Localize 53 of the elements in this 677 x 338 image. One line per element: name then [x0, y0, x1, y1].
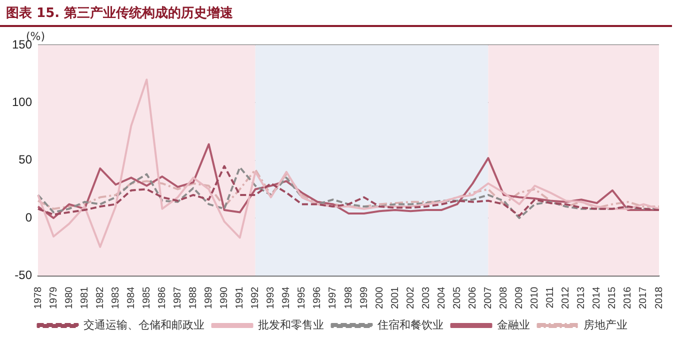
x-tick-label: 1984	[126, 286, 137, 310]
y-tick-label: 150	[12, 37, 32, 52]
x-tick-label: 2010	[530, 286, 541, 310]
y-tick-label: -50	[14, 268, 32, 282]
x-tick-label: 1979	[48, 286, 60, 310]
x-tick-label: 2016	[622, 286, 634, 310]
x-tick-label: 1995	[296, 286, 308, 310]
x-tick-label: 2013	[576, 286, 588, 310]
y-tick-label: 0	[25, 210, 32, 224]
x-tick-label: 2001	[390, 286, 401, 310]
x-tick-label: 1991	[234, 286, 246, 310]
x-tick-label: 2009	[514, 286, 526, 310]
legend-label: 住宿和餐饮业	[377, 318, 444, 332]
x-tick-label: 2007	[482, 286, 494, 310]
x-tick-label: 1987	[172, 286, 184, 310]
x-tick-label: 2017	[638, 286, 650, 310]
y-tick-label: 100	[12, 95, 32, 109]
x-tick-label: 2014	[592, 286, 603, 310]
y-tick-label: 50	[18, 152, 32, 167]
x-tick-label: 1980	[64, 286, 75, 310]
x-tick-label: 2011	[545, 286, 556, 308]
x-tick-label: 1989	[204, 286, 215, 310]
line-series	[37, 168, 660, 210]
x-tick-label: 1993	[266, 286, 277, 310]
x-tick-label: 1981	[79, 286, 90, 310]
x-tick-label: 1999	[358, 286, 370, 310]
legend-label: 批发和零售业	[258, 318, 324, 332]
x-tick-label: 1998	[343, 286, 354, 310]
x-tick-label: 2006	[467, 286, 478, 310]
x-tick-label: 2000	[374, 286, 386, 310]
x-tick-label: 1997	[328, 286, 339, 310]
x-tick-label: 2004	[436, 286, 448, 310]
x-tick-label: 2018	[654, 286, 665, 310]
x-tick-label: 1986	[156, 286, 168, 310]
x-tick-label: 2003	[420, 286, 432, 310]
x-tick-label: 2005	[452, 286, 463, 310]
legend-label: 房地产业	[583, 318, 628, 332]
x-tick-label: 1996	[312, 286, 324, 310]
x-tick-label: 1990	[219, 286, 230, 310]
x-tick-label: 2012	[560, 286, 572, 310]
x-tick-label: 1988	[188, 286, 200, 310]
x-tick-label: 1983	[110, 286, 122, 310]
x-tick-label: 1994	[281, 286, 292, 310]
x-tick-label: 2002	[405, 286, 416, 310]
x-tick-label: 1985	[141, 286, 152, 310]
legend-label: 金融业	[496, 318, 530, 332]
x-tick-label: 1982	[94, 286, 106, 310]
x-tick-label: 1992	[250, 286, 262, 310]
legend-label: 交通运输、仓储和邮政业	[83, 318, 204, 332]
x-tick-label: 1978	[32, 286, 44, 310]
chart-title: 图表 15. 第三产业传统构成的历史增速	[0, 0, 672, 27]
x-tick-label: 2008	[498, 286, 510, 310]
x-tick-label: 2015	[607, 286, 618, 310]
